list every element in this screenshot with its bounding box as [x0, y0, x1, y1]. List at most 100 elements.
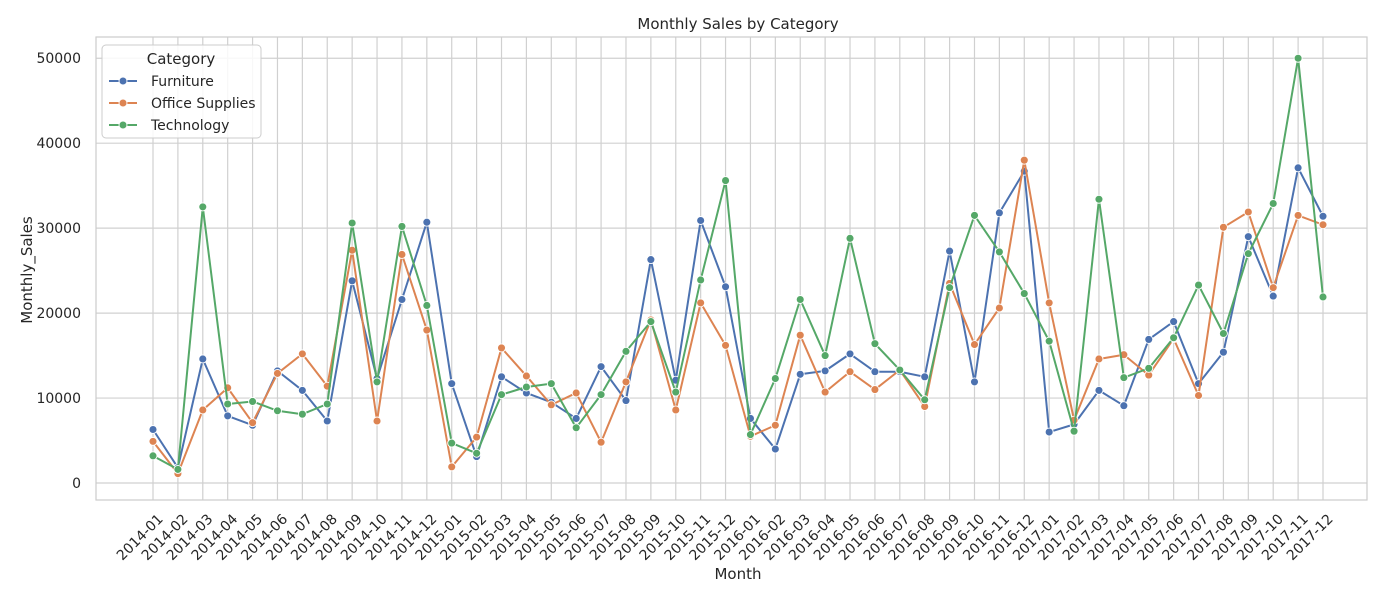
data-point-technology: [372, 377, 382, 387]
data-point-furniture: [596, 362, 606, 372]
data-point-office-supplies: [994, 303, 1004, 313]
data-point-office-supplies: [1094, 354, 1104, 364]
data-point-furniture: [198, 354, 208, 364]
data-point-technology: [646, 317, 656, 327]
data-point-office-supplies: [148, 436, 158, 446]
y-tick-label: 20000: [36, 306, 81, 322]
y-tick-label: 0: [72, 476, 81, 492]
data-point-furniture: [1144, 334, 1154, 344]
data-point-office-supplies: [1019, 155, 1029, 165]
data-point-technology: [347, 218, 357, 228]
data-point-office-supplies: [198, 405, 208, 415]
data-point-office-supplies: [571, 388, 581, 398]
data-point-furniture: [970, 377, 979, 387]
data-point-technology: [1218, 329, 1228, 338]
data-point-office-supplies: [671, 405, 681, 415]
data-point-technology: [1044, 336, 1054, 346]
data-point-furniture: [845, 349, 855, 359]
data-point-technology: [845, 233, 855, 243]
data-point-technology: [1268, 199, 1278, 208]
data-point-furniture: [820, 366, 830, 376]
data-point-furniture: [795, 369, 805, 379]
data-point-furniture: [1218, 347, 1228, 357]
data-point-furniture: [297, 385, 307, 395]
legend-label: Office Supplies: [151, 96, 256, 112]
grid: [96, 37, 1367, 500]
data-point-office-supplies: [770, 420, 780, 430]
data-point-furniture: [770, 444, 780, 454]
data-point-furniture: [322, 416, 332, 426]
data-point-technology: [696, 275, 706, 285]
data-point-furniture: [1044, 427, 1054, 437]
y-axis-label: Monthly_Sales: [18, 216, 37, 324]
data-point-furniture: [1119, 401, 1129, 411]
data-point-office-supplies: [820, 387, 830, 397]
data-point-office-supplies: [1318, 220, 1328, 230]
data-point-technology: [148, 451, 158, 461]
data-point-office-supplies: [546, 400, 556, 410]
data-point-technology: [596, 390, 606, 400]
data-point-office-supplies: [297, 349, 307, 359]
y-tick-label: 50000: [36, 51, 81, 67]
data-point-office-supplies: [1194, 391, 1203, 400]
data-point-office-supplies: [497, 343, 506, 353]
data-point-technology: [1318, 292, 1328, 302]
data-point-furniture: [721, 282, 731, 292]
tick-labels: 2014-012014-022014-032014-042014-052014-…: [36, 51, 1336, 564]
legend-title: Category: [147, 50, 216, 68]
series-technology: [148, 53, 1328, 474]
data-point-furniture: [621, 396, 631, 406]
data-point-office-supplies: [1218, 222, 1228, 232]
data-point-technology: [1144, 363, 1154, 373]
data-point-furniture: [223, 411, 233, 421]
data-point-furniture: [1318, 211, 1328, 221]
legend: Category Furniture Office Supplies Technol…: [101, 44, 262, 139]
series-layer: [148, 53, 1328, 479]
data-point-technology: [770, 374, 780, 383]
y-tick-label: 30000: [36, 221, 81, 237]
plot-frame: [95, 36, 1368, 501]
data-point-technology: [920, 395, 930, 405]
data-point-office-supplies: [248, 418, 258, 428]
data-point-furniture: [920, 372, 930, 382]
data-point-technology: [621, 346, 631, 356]
data-point-office-supplies: [721, 340, 731, 350]
legend-box: [101, 44, 262, 139]
legend-swatch-marker: [118, 76, 128, 86]
legend-swatch-marker: [118, 120, 128, 130]
data-point-technology: [447, 438, 457, 448]
data-point-technology: [1094, 194, 1104, 204]
data-point-office-supplies: [845, 367, 855, 377]
data-point-technology: [820, 351, 830, 361]
series-line-office-supplies: [152, 159, 1324, 475]
data-point-technology: [721, 176, 731, 186]
data-point-technology: [970, 210, 979, 220]
data-point-technology: [571, 423, 581, 433]
legend-label: Technology: [150, 118, 229, 134]
data-point-technology: [546, 379, 556, 389]
data-point-furniture: [870, 367, 880, 377]
data-point-technology: [671, 387, 681, 397]
data-point-technology: [945, 283, 955, 293]
legend-swatch-marker: [118, 98, 128, 108]
data-point-office-supplies: [970, 340, 979, 349]
data-point-office-supplies: [1243, 207, 1253, 217]
data-point-technology: [322, 399, 332, 409]
data-point-technology: [795, 295, 805, 304]
data-point-technology: [273, 406, 282, 416]
data-point-technology: [994, 247, 1004, 257]
legend-label: Furniture: [151, 74, 214, 90]
data-point-office-supplies: [422, 325, 432, 335]
data-point-office-supplies: [273, 368, 282, 378]
data-point-furniture: [994, 208, 1004, 218]
data-point-office-supplies: [397, 250, 407, 259]
data-point-technology: [1243, 249, 1253, 259]
data-point-office-supplies: [596, 437, 606, 447]
data-point-technology: [1119, 373, 1129, 383]
data-point-furniture: [397, 295, 407, 304]
data-point-technology: [1169, 333, 1179, 343]
data-point-technology: [895, 365, 905, 375]
y-tick-label: 40000: [36, 136, 81, 152]
data-point-office-supplies: [372, 416, 382, 426]
